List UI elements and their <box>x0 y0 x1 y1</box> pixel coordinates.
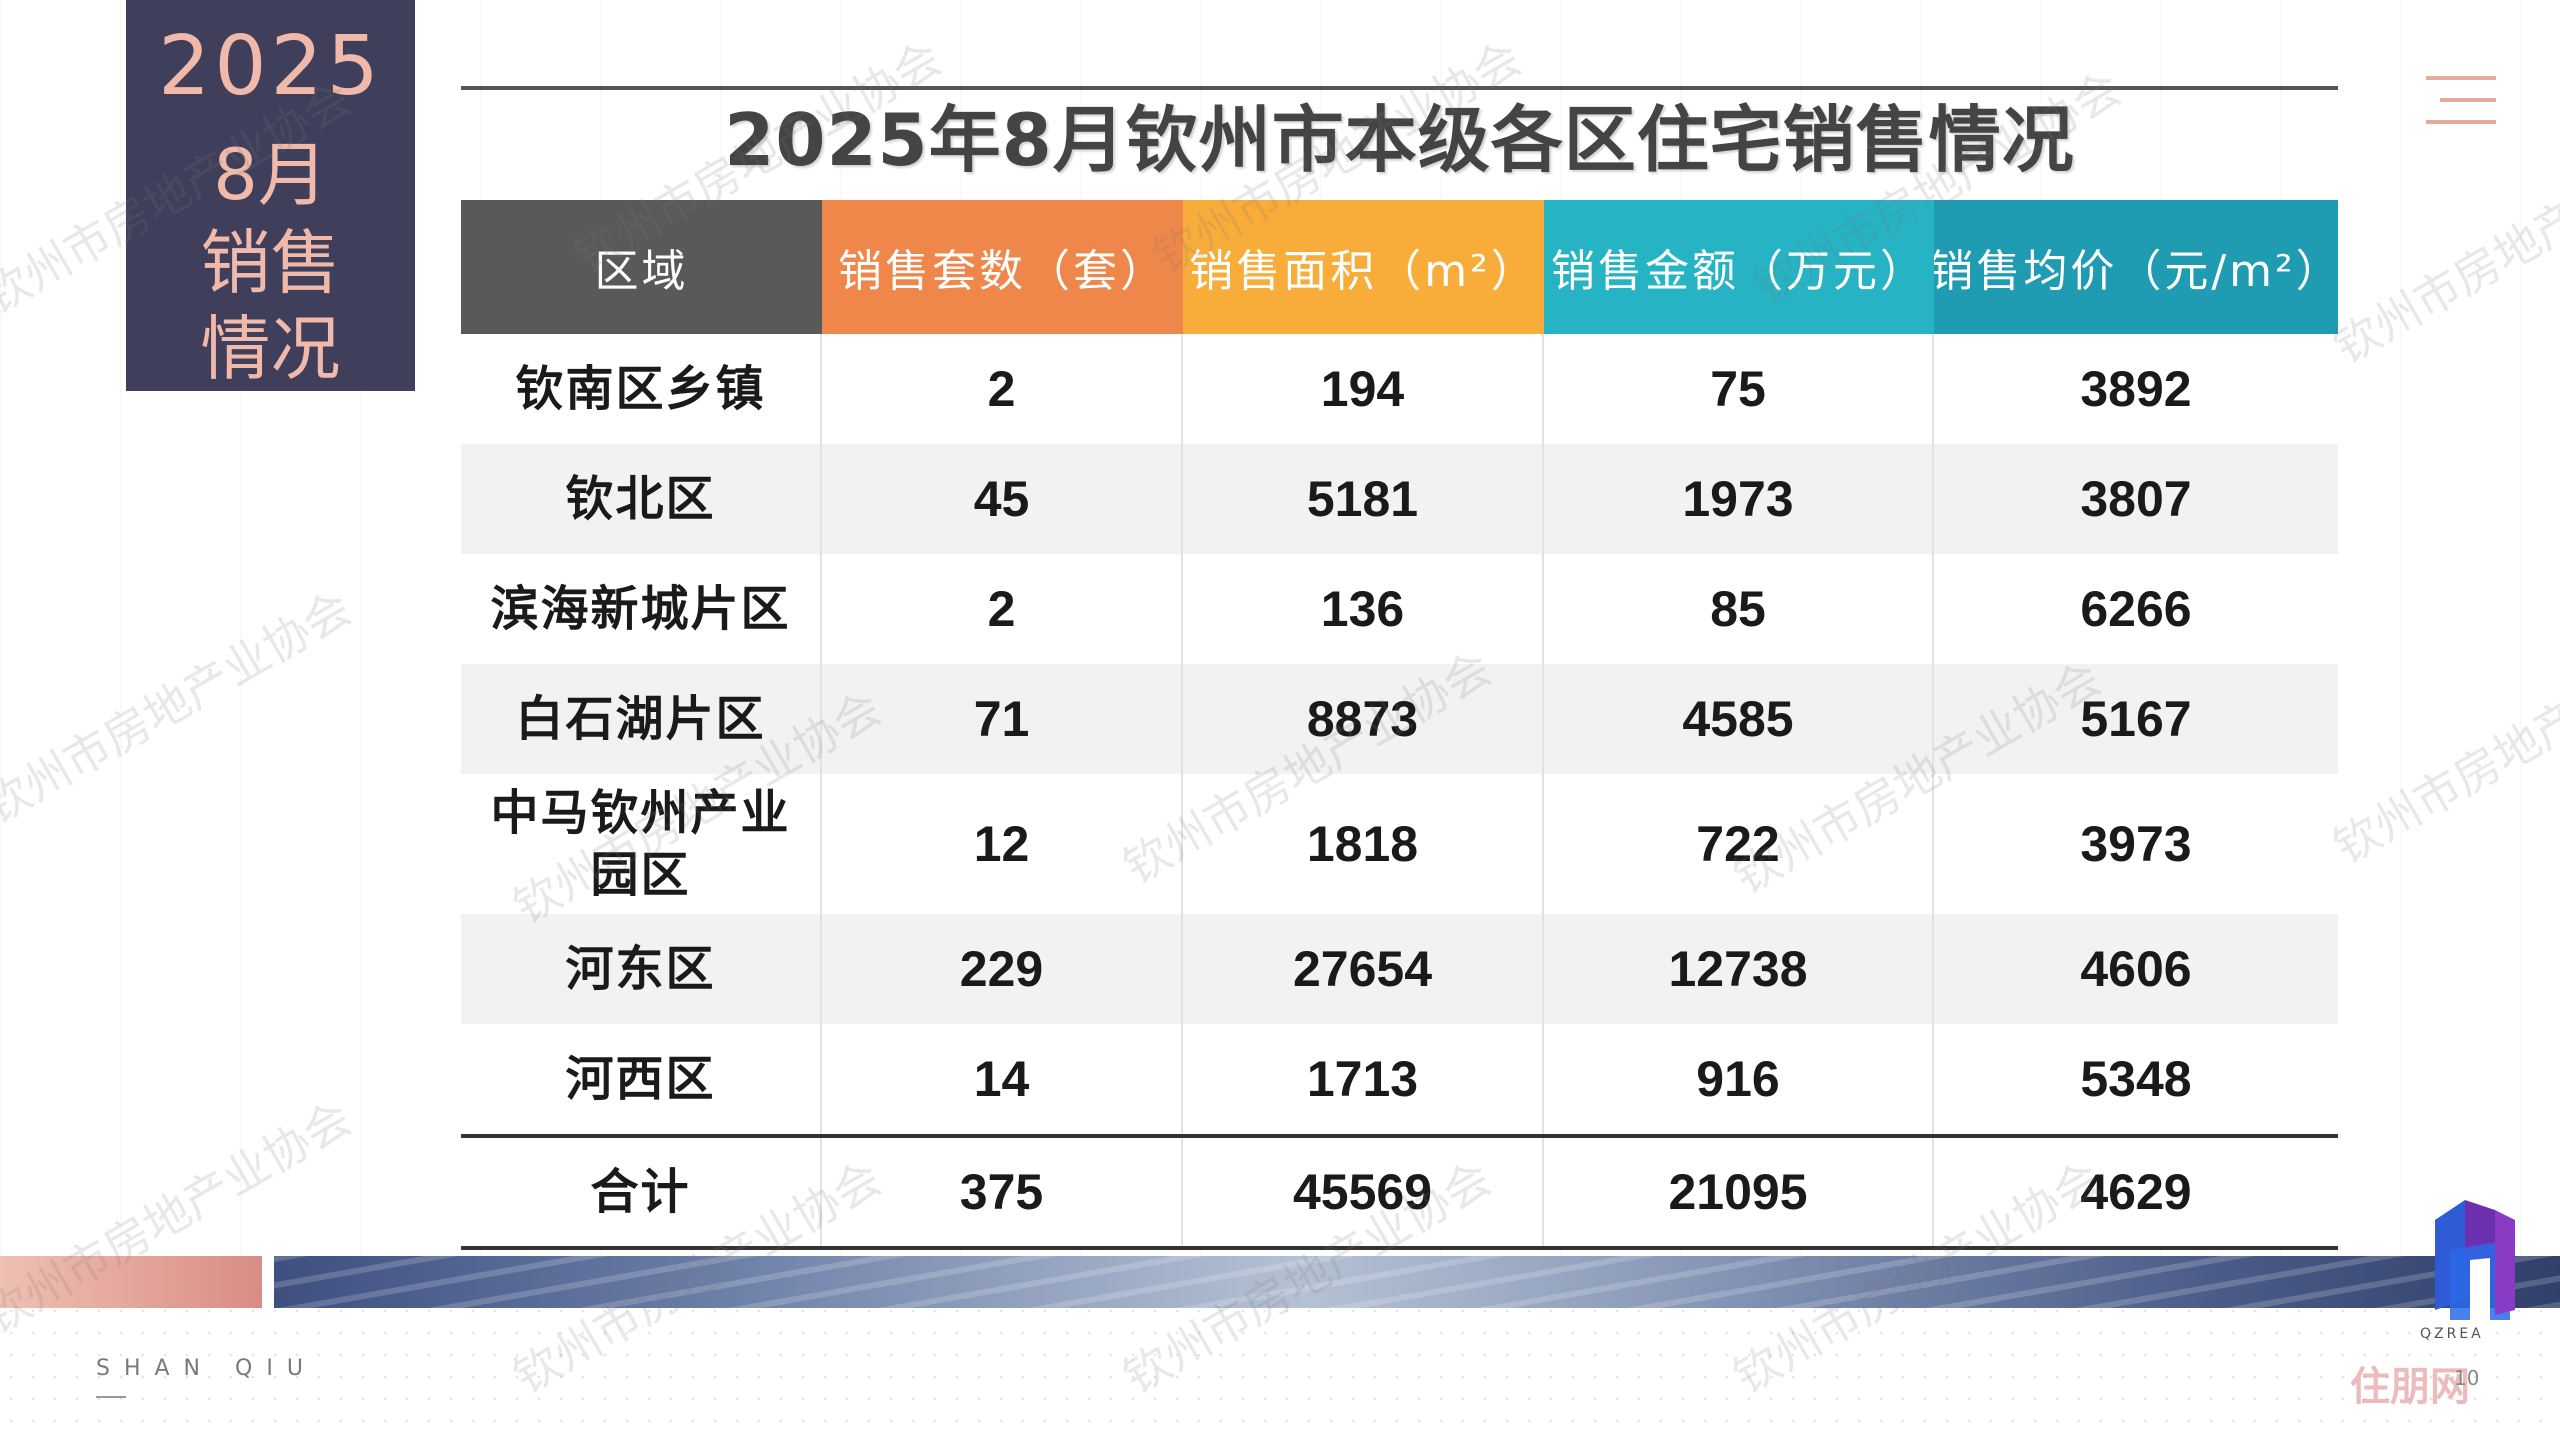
cell-price: 6266 <box>2080 581 2192 637</box>
side-year: 2025 <box>158 19 383 114</box>
table-row: 钦北区 45 5181 1973 3807 <box>461 444 2338 554</box>
hamburger-menu-icon[interactable] <box>2426 76 2496 124</box>
cell-region: 中马钦州产业园区 <box>461 774 822 914</box>
qzrea-logo-icon <box>2435 1200 2515 1320</box>
cell-price: 3807 <box>2080 471 2192 527</box>
cell-units: 2 <box>822 334 1183 444</box>
table-row: 中马钦州产业园区 12 1818 722 3973 <box>461 774 2338 914</box>
table-row: 钦南区乡镇 2 194 75 3892 <box>461 334 2338 444</box>
header-region: 区域 <box>461 200 822 334</box>
cell-area: 136 <box>1183 554 1544 664</box>
header-price: 销售均价（元/m²） <box>1934 200 2338 334</box>
cell-region: 钦南区乡镇 <box>461 334 822 444</box>
side-month: 8月 <box>213 134 328 216</box>
cell-units: 71 <box>822 664 1183 774</box>
cell-region: 河西区 <box>461 1024 822 1134</box>
cell-price: 5348 <box>2080 1051 2192 1107</box>
side-sales: 销售 <box>200 222 341 304</box>
cell-amount: 4585 <box>1544 664 1934 774</box>
cell-area: 27654 <box>1183 914 1544 1024</box>
cell-amount: 1973 <box>1544 444 1934 554</box>
header-area: 销售面积（m²） <box>1183 200 1544 334</box>
cell-units: 12 <box>822 774 1183 914</box>
side-situation: 情况 <box>200 308 341 390</box>
page-number: 10 <box>2454 1366 2480 1390</box>
footer-brand: SHAN QIU <box>96 1356 317 1381</box>
cell-region: 滨海新城片区 <box>461 554 822 664</box>
cell-amount: 12738 <box>1544 914 1934 1024</box>
table-body: 钦南区乡镇 2 194 75 3892 钦北区 45 5181 1973 380… <box>461 334 2338 1250</box>
logo-text: QZREA <box>2420 1326 2484 1342</box>
cell-amount: 75 <box>1544 334 1934 444</box>
cell-price: 4606 <box>2080 941 2192 997</box>
cell-region: 钦北区 <box>461 444 822 554</box>
cell-region: 白石湖片区 <box>461 664 822 774</box>
cell-units: 2 <box>822 554 1183 664</box>
title-rule <box>461 86 2338 90</box>
table-total-row: 合计 375 45569 21095 4629 <box>461 1134 2338 1250</box>
cell-price: 5167 <box>2080 691 2192 747</box>
cell-units: 14 <box>822 1024 1183 1134</box>
header-amount: 销售金额（万元） <box>1544 200 1934 334</box>
cell-price: 3973 <box>2080 816 2192 872</box>
cell-amount: 85 <box>1544 554 1934 664</box>
cell-price: 3892 <box>2080 361 2192 417</box>
cell-total-label: 合计 <box>461 1138 822 1246</box>
cell-area: 8873 <box>1183 664 1544 774</box>
cell-total-price: 4629 <box>2080 1164 2192 1220</box>
table-row: 河西区 14 1713 916 5348 <box>461 1024 2338 1134</box>
cell-amount: 722 <box>1544 774 1934 914</box>
table-row: 滨海新城片区 2 136 85 6266 <box>461 554 2338 664</box>
page-title: 2025年8月钦州市本级各区住宅销售情况 <box>724 98 2075 182</box>
table-row: 白石湖片区 71 8873 4585 5167 <box>461 664 2338 774</box>
cell-units: 45 <box>822 444 1183 554</box>
side-title-block: 2025 8月 销售 情况 <box>126 0 415 391</box>
table-header: 区域 销售套数（套） 销售面积（m²） 销售金额（万元） 销售均价（元/m²） <box>461 200 2338 334</box>
decorative-band-sea <box>274 1256 2560 1308</box>
background-dots <box>0 1300 2560 1440</box>
cell-area: 1818 <box>1183 774 1544 914</box>
header-units: 销售套数（套） <box>822 200 1183 334</box>
decorative-band-pink <box>0 1256 262 1308</box>
cell-amount: 916 <box>1544 1024 1934 1134</box>
cell-area: 194 <box>1183 334 1544 444</box>
cell-units: 229 <box>822 914 1183 1024</box>
cell-area: 5181 <box>1183 444 1544 554</box>
sales-table: 区域 销售套数（套） 销售面积（m²） 销售金额（万元） 销售均价（元/m²） … <box>461 200 2338 1250</box>
cell-total-amount: 21095 <box>1544 1138 1934 1246</box>
table-row: 河东区 229 27654 12738 4606 <box>461 914 2338 1024</box>
cell-area: 1713 <box>1183 1024 1544 1134</box>
site-watermark-logo: 住朋网 <box>2350 1364 2470 1410</box>
cell-total-units: 375 <box>822 1138 1183 1246</box>
cell-region: 河东区 <box>461 914 822 1024</box>
footer-underline <box>96 1396 126 1398</box>
cell-total-area: 45569 <box>1183 1138 1544 1246</box>
